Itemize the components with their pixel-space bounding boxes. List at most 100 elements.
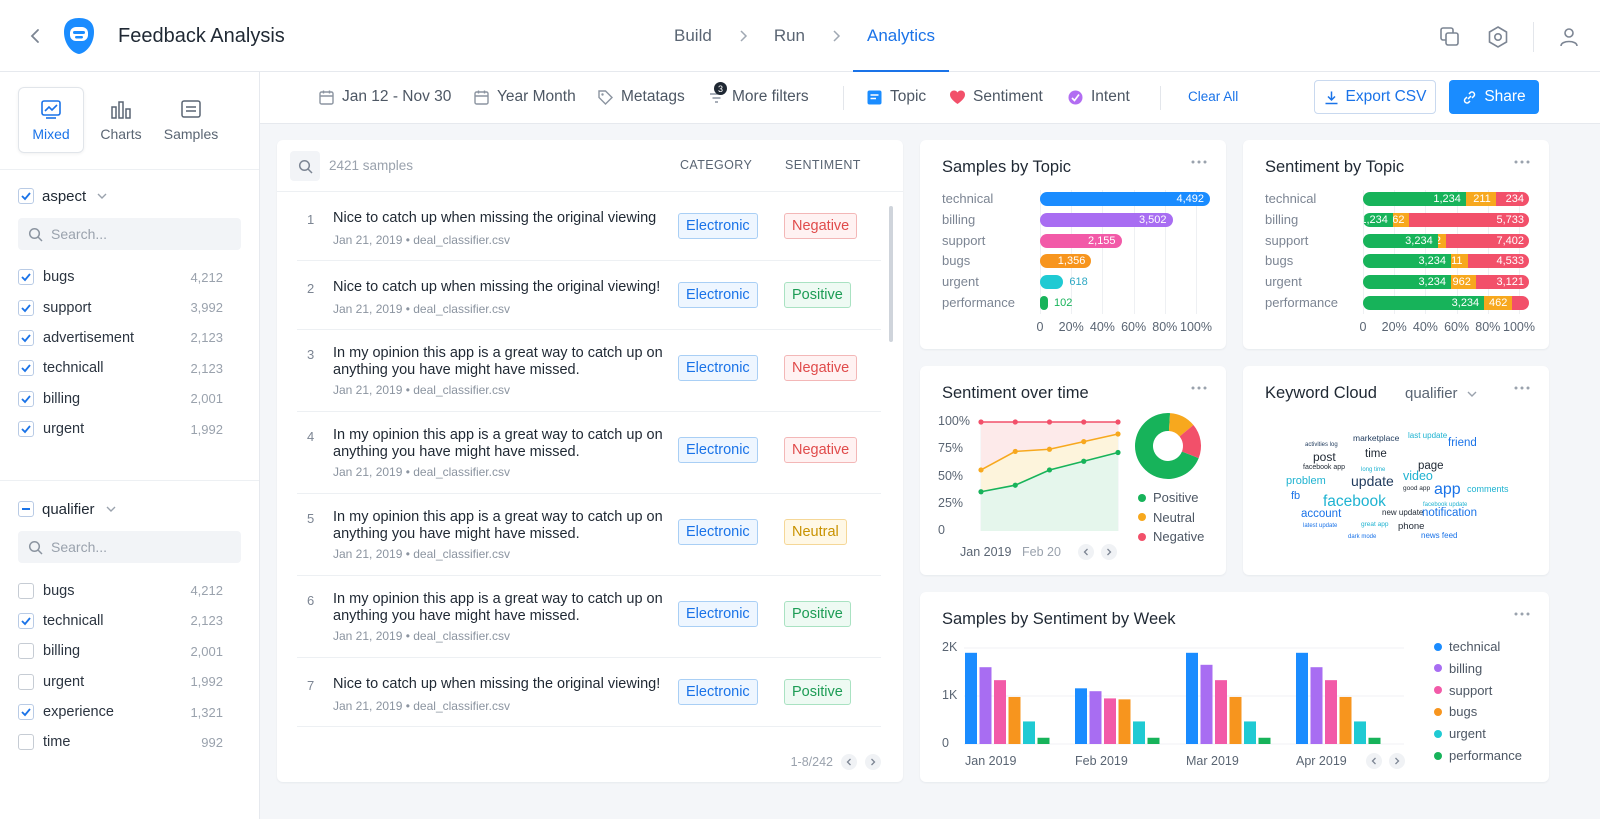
keyword[interactable]: marketplace	[1353, 433, 1400, 443]
keyword[interactable]: account	[1301, 508, 1342, 520]
week-bar[interactable]	[1023, 721, 1035, 744]
legend-item[interactable]: Negative	[1138, 529, 1204, 544]
more-icon[interactable]	[1513, 382, 1531, 394]
keyword[interactable]: update	[1351, 473, 1394, 489]
tab-charts[interactable]: Charts	[88, 87, 154, 153]
table-row[interactable]: 4 In my opinion this app is a great way t…	[297, 412, 881, 494]
keyword[interactable]: new update	[1382, 508, 1424, 517]
data-point[interactable]	[1012, 419, 1018, 425]
data-point[interactable]	[1081, 458, 1087, 464]
qualifier-selector[interactable]: qualifier	[1405, 385, 1478, 402]
sentiment-segment[interactable]: 3,234	[1363, 296, 1485, 310]
filter-item[interactable]: billing 2,001	[18, 636, 241, 666]
pie-slice[interactable]	[1135, 413, 1199, 479]
granularity-filter[interactable]: Year Month	[473, 72, 576, 122]
topic-bar[interactable]: 2,155	[1040, 233, 1122, 248]
week-bar[interactable]	[1008, 696, 1021, 744]
sentiment-segment[interactable]: 1,234	[1363, 212, 1393, 227]
topic-bar[interactable]	[1040, 296, 1048, 310]
step-build[interactable]: Build	[674, 26, 712, 45]
column-header-sentiment[interactable]: SENTIMENT	[785, 158, 861, 172]
topic-bar[interactable]: 3,502	[1040, 212, 1173, 227]
more-icon[interactable]	[1190, 156, 1208, 168]
copy-icon[interactable]	[1437, 24, 1463, 50]
keyword[interactable]: facebook update	[1423, 502, 1468, 508]
week-bar[interactable]	[1075, 688, 1087, 744]
scrollbar[interactable]	[889, 206, 893, 342]
filter-checkbox[interactable]	[18, 704, 34, 721]
more-icon[interactable]	[1513, 156, 1531, 168]
week-bar[interactable]	[1118, 699, 1131, 744]
tab-mixed[interactable]: Mixed	[18, 87, 84, 153]
topic-toggle[interactable]: Topic	[866, 72, 926, 122]
table-row[interactable]: 5 In my opinion this app is a great way t…	[297, 494, 881, 576]
week-bar[interactable]	[1215, 680, 1227, 744]
category-pill[interactable]: Electronic	[678, 519, 758, 545]
data-point[interactable]	[978, 419, 984, 425]
week-bar[interactable]	[1244, 721, 1256, 744]
keyword[interactable]: dark mode	[1348, 534, 1377, 540]
sentiment-segment[interactable]: 5,733	[1409, 212, 1529, 227]
step-analytics[interactable]: Analytics	[852, 0, 950, 72]
clear-all-link[interactable]: Clear All	[1188, 89, 1239, 104]
data-point[interactable]	[978, 467, 984, 473]
legend-item[interactable]: bugs	[1434, 704, 1477, 719]
metatags-filter[interactable]: Metatags	[597, 72, 685, 122]
next-period-button[interactable]	[1101, 544, 1117, 560]
week-bar[interactable]	[979, 667, 992, 744]
table-row[interactable]: 2 Nice to catch up when missing the origi…	[297, 261, 881, 330]
filter-checkbox[interactable]	[18, 582, 34, 599]
week-bar[interactable]	[994, 680, 1006, 744]
intent-toggle[interactable]: Intent	[1067, 72, 1130, 122]
week-bar[interactable]	[1147, 737, 1160, 744]
sentiment-segment[interactable]: 4,533	[1467, 254, 1529, 269]
step-run[interactable]: Run	[773, 26, 805, 45]
keyword[interactable]: activities log	[1305, 442, 1338, 448]
filter-checkbox[interactable]	[18, 612, 34, 629]
sentiment-segment[interactable]	[1512, 296, 1529, 310]
week-bar[interactable]	[1089, 691, 1102, 744]
tab-samples[interactable]: Samples	[158, 87, 224, 153]
filter-item[interactable]: urgent 1,992	[18, 414, 241, 444]
legend-item[interactable]: technical	[1434, 639, 1500, 654]
pie-slice[interactable]	[1179, 424, 1201, 459]
search-input[interactable]	[51, 539, 231, 556]
sentiment-segment[interactable]: 3,234	[1363, 275, 1451, 290]
filter-checkbox[interactable]	[18, 329, 34, 346]
filter-item[interactable]: technicall 2,123	[18, 606, 241, 636]
search-input[interactable]	[51, 226, 231, 242]
table-search-button[interactable]	[290, 151, 320, 181]
keyword[interactable]: video	[1403, 469, 1433, 483]
share-button[interactable]: Share	[1449, 80, 1539, 114]
keyword[interactable]: great app	[1361, 521, 1389, 528]
week-bar[interactable]	[1037, 737, 1050, 744]
data-point[interactable]	[1115, 449, 1121, 456]
group-header[interactable]: aspect	[18, 184, 241, 208]
sentiment-segment[interactable]: 962	[1450, 275, 1476, 290]
sentiment-pill[interactable]: Neutral	[784, 519, 847, 545]
data-point[interactable]	[978, 489, 984, 495]
week-bar[interactable]	[1258, 737, 1271, 744]
keyword[interactable]: notification	[1422, 507, 1477, 519]
week-bar[interactable]	[1339, 696, 1352, 744]
keyword[interactable]: facebook app	[1303, 464, 1346, 471]
sentiment-segment[interactable]: 1,234	[1363, 192, 1466, 206]
week-bar[interactable]	[1325, 680, 1337, 744]
prev-period-button[interactable]	[1366, 753, 1382, 769]
next-period-button[interactable]	[1389, 753, 1405, 769]
more-icon[interactable]	[1513, 608, 1531, 620]
sentiment-segment[interactable]: 462	[1484, 296, 1513, 310]
week-bar[interactable]	[1296, 652, 1308, 744]
legend-item[interactable]: Positive	[1138, 490, 1199, 505]
sentiment-pill[interactable]: Positive	[784, 678, 851, 705]
group-checkbox[interactable]	[18, 501, 34, 518]
sentiment-pill[interactable]: Positive	[784, 281, 851, 308]
sentiment-pill[interactable]: Negative	[784, 212, 858, 239]
prev-period-button[interactable]	[1078, 544, 1094, 560]
keyword[interactable]: page	[1418, 460, 1444, 472]
sentiment-segment[interactable]: 7,402	[1446, 233, 1529, 248]
filter-item[interactable]: advertisement 2,123	[18, 323, 241, 353]
next-page-button[interactable]	[865, 754, 881, 770]
data-point[interactable]	[1046, 446, 1053, 452]
sentiment-segment[interactable]: 3,121	[1475, 275, 1529, 290]
